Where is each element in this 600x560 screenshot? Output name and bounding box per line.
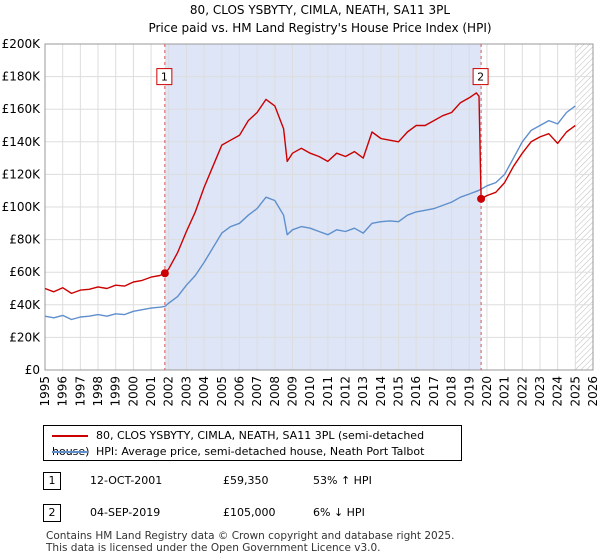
legend-item-property: 80, CLOS YSBYTY, CIMLA, NEATH, SA11 3PL … — [52, 428, 461, 458]
x-tick-label: 2007 — [250, 376, 264, 407]
y-tick-label: £80K — [9, 233, 41, 247]
chart-subtitle: Price paid vs. HM Land Registry's House … — [148, 21, 491, 35]
sale-point — [160, 269, 169, 278]
sale-label-number: 1 — [161, 71, 168, 84]
sale-date: 04-SEP-2019 — [90, 506, 161, 519]
price-chart: 80, CLOS YSBYTY, CIMLA, NEATH, SA11 3PL … — [2, 3, 600, 407]
y-tick-label: £100K — [2, 200, 42, 214]
x-tick-label: 2012 — [339, 376, 353, 407]
legend-label-hpi: HPI: Average price, semi-detached house,… — [96, 445, 425, 458]
legend-item-hpi: HPI: Average price, semi-detached house,… — [52, 444, 424, 460]
plot-frame — [44, 43, 594, 371]
x-tick-label: 2017 — [427, 376, 441, 407]
x-tick-label: 2010 — [303, 376, 317, 407]
hpi-series-line — [44, 105, 576, 321]
y-tick-label: £140K — [2, 135, 42, 149]
x-tick-label: 1997 — [73, 376, 87, 407]
x-tick-label: 2018 — [445, 376, 459, 407]
sale-number-badge: 1 — [43, 472, 61, 490]
sale-price: £59,350 — [223, 474, 269, 487]
sale-label-box — [472, 68, 489, 86]
y-tick-label: £160K — [2, 102, 42, 116]
x-tick-label: 2000 — [126, 376, 140, 407]
x-tick-label: 2006 — [232, 376, 246, 407]
x-tick-label: 2016 — [409, 376, 423, 407]
chart-title: 80, CLOS YSBYTY, CIMLA, NEATH, SA11 3PL — [190, 3, 450, 17]
x-tick-label: 2001 — [144, 376, 158, 407]
x-tick-label: 1999 — [109, 376, 123, 407]
y-tick-label: £20K — [9, 330, 41, 344]
x-tick-label: 2024 — [551, 376, 565, 407]
sale-hpi-comparison: 6% ↓ HPI — [313, 506, 365, 519]
x-tick-label: 2025 — [568, 376, 582, 407]
footer-attribution: Contains HM Land Registry data © Crown c… — [46, 530, 454, 554]
footer-line-licence: This data is licensed under the Open Gov… — [46, 542, 381, 554]
sale-price: £105,000 — [223, 506, 276, 519]
x-tick-label: 2015 — [392, 376, 406, 407]
sale-point — [477, 194, 486, 203]
x-tick-label: 2009 — [285, 376, 299, 407]
x-tick-label: 1995 — [38, 376, 52, 407]
x-tick-label: 2005 — [215, 376, 229, 407]
y-tick-label: £120K — [2, 167, 42, 181]
y-tick-label: £0 — [25, 363, 40, 377]
y-tick-label: £180K — [2, 70, 42, 84]
x-tick-label: 2019 — [462, 376, 476, 407]
x-tick-label: 2020 — [480, 376, 494, 407]
x-tick-label: 2003 — [179, 376, 193, 407]
sale-row: 2 04-SEP-2019 £105,000 6% ↓ HPI — [43, 504, 443, 526]
x-tick-label: 2002 — [162, 376, 176, 407]
sale-date: 12-OCT-2001 — [90, 474, 163, 487]
sale-row: 1 12-OCT-2001 £59,350 53% ↑ HPI — [43, 472, 443, 494]
x-tick-label: 2008 — [268, 376, 282, 407]
sale-label-box — [156, 68, 173, 86]
sale-label-number: 2 — [477, 71, 484, 84]
sale-hpi-comparison: 53% ↑ HPI — [313, 474, 372, 487]
x-tick-label: 1996 — [56, 376, 70, 407]
x-tick-label: 2014 — [374, 376, 388, 407]
x-tick-label: 1998 — [91, 376, 105, 407]
y-tick-label: £40K — [9, 298, 41, 312]
x-tick-label: 2021 — [498, 376, 512, 407]
x-tick-label: 2011 — [321, 376, 335, 407]
footer-line-copyright: Contains HM Land Registry data © Crown c… — [46, 530, 455, 542]
x-tick-label: 2026 — [586, 376, 600, 407]
legend: 80, CLOS YSBYTY, CIMLA, NEATH, SA11 3PL … — [43, 425, 462, 461]
y-tick-label: £200K — [2, 37, 42, 51]
x-tick-label: 2013 — [356, 376, 370, 407]
x-tick-label: 2022 — [515, 376, 529, 407]
x-tick-label: 2004 — [197, 376, 211, 407]
x-tick-label: 2023 — [533, 376, 547, 407]
y-tick-label: £60K — [9, 265, 41, 279]
legend-swatch-hpi — [52, 451, 88, 453]
legend-swatch-property — [52, 435, 88, 437]
sale-number-badge: 2 — [43, 504, 61, 522]
